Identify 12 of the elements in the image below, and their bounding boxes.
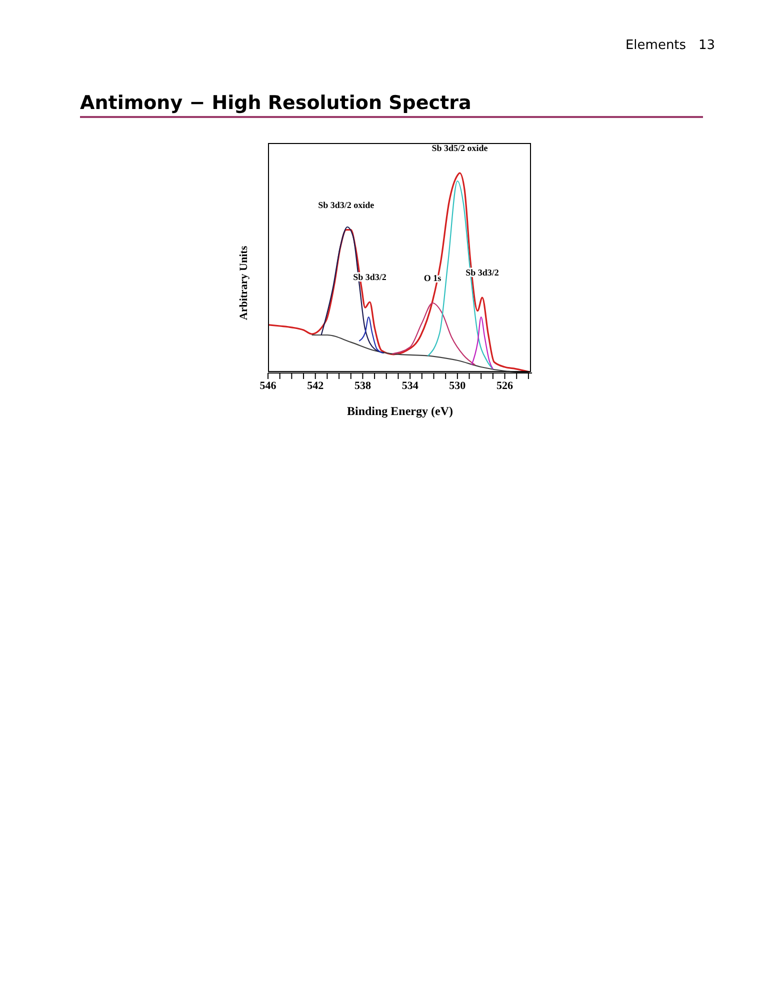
x-tick-label: 526 [496,380,514,392]
chart-title: Antimony − High Resolution Spectra [80,92,703,118]
x-tick-label: 546 [260,380,277,392]
x-axis-title: Binding Energy (eV) [346,404,454,418]
x-tick-label: 530 [449,380,466,392]
x-tick-label: 542 [307,380,324,392]
y-axis-title: Arbitrary Units [238,246,250,320]
text: Elements 13 [625,38,715,53]
x-tick-label: 534 [402,380,419,392]
annotation: Sb 3d5/2 oxide [432,143,488,153]
x-tick-label: 538 [354,380,372,392]
annotation: Sb 3d3/2 oxide [318,200,374,210]
